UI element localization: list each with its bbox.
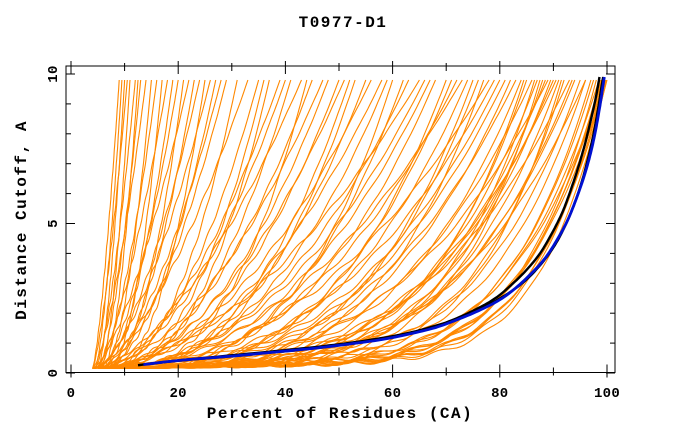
x-tick-label: 20 bbox=[169, 386, 186, 402]
x-tick-label: 80 bbox=[491, 386, 508, 402]
model-curve bbox=[92, 79, 249, 370]
chart-title: T0977-D1 bbox=[299, 14, 388, 32]
model-curve bbox=[108, 79, 506, 370]
tick-marks bbox=[66, 61, 615, 378]
y-tick-label: 0 bbox=[46, 369, 62, 378]
x-tick-label: 100 bbox=[594, 386, 620, 402]
curve-layer bbox=[91, 76, 608, 370]
tick-labels: 0 20 40 60 80 100 0 5 10 bbox=[46, 65, 620, 402]
model-curve bbox=[97, 79, 222, 370]
model-curve bbox=[97, 79, 227, 370]
model-curve bbox=[94, 79, 211, 370]
model-curve bbox=[91, 79, 120, 369]
model-curve bbox=[97, 79, 383, 370]
model-curve bbox=[94, 79, 123, 369]
model-curve bbox=[91, 79, 128, 369]
x-axis-label: Percent of Residues (CA) bbox=[207, 405, 473, 423]
model-curve bbox=[97, 79, 281, 370]
plot-border bbox=[65, 65, 616, 373]
model-curve bbox=[97, 79, 463, 370]
model-curve bbox=[103, 79, 458, 370]
model-curve bbox=[102, 79, 139, 369]
y-axis-label: Distance Cutoff, A bbox=[13, 120, 31, 320]
model-curve bbox=[108, 79, 238, 370]
model-curve bbox=[92, 79, 147, 369]
x-tick-label: 40 bbox=[277, 386, 294, 402]
model-curve bbox=[103, 79, 517, 370]
model-curve bbox=[103, 79, 329, 370]
model-curve bbox=[92, 79, 324, 370]
x-tick-label: 0 bbox=[67, 386, 76, 402]
model-curve bbox=[119, 79, 538, 370]
model-curve bbox=[97, 79, 286, 370]
model-curve bbox=[108, 79, 533, 370]
model-curve bbox=[97, 79, 126, 369]
model-curve bbox=[94, 79, 169, 369]
model-curve bbox=[103, 79, 495, 370]
model-curve bbox=[97, 79, 345, 370]
model-curve bbox=[135, 79, 541, 370]
x-tick-label: 60 bbox=[384, 386, 401, 402]
model-curve bbox=[92, 79, 190, 370]
model-curve bbox=[92, 79, 420, 370]
model-curve bbox=[135, 79, 604, 370]
highlighted-model-curve bbox=[143, 76, 606, 366]
model-curve bbox=[97, 79, 179, 370]
y-tick-label: 10 bbox=[46, 65, 62, 82]
model-curve bbox=[97, 79, 142, 369]
model-curve bbox=[146, 79, 597, 370]
y-tick-label: 5 bbox=[46, 219, 62, 228]
